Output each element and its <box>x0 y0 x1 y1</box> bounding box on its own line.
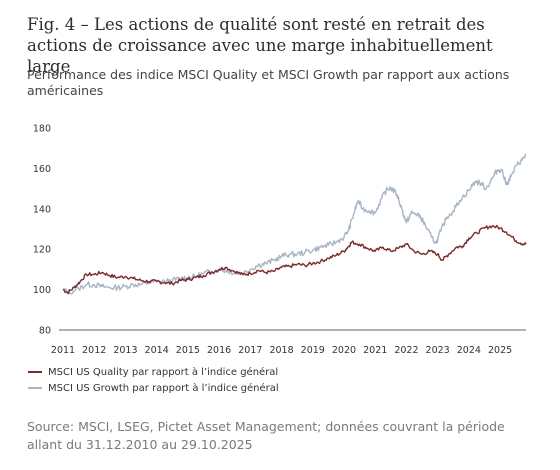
series-line-quality <box>62 224 527 295</box>
legend-label-quality: MSCI US Quality par rapport à l’indice g… <box>48 366 279 378</box>
series-line-growth <box>62 153 527 295</box>
chart-title: Fig. 4 – Les actions de qualité sont res… <box>27 15 493 76</box>
y-tick-label: 120 <box>33 245 51 256</box>
y-tick-label: 140 <box>33 204 51 215</box>
x-tick-label: 2011 <box>51 345 75 356</box>
series-layer <box>62 153 527 295</box>
legend-swatch-quality <box>28 371 42 373</box>
x-tick-label: 2015 <box>176 345 200 356</box>
x-tick-label: 2023 <box>426 345 450 356</box>
x-tick-label: 2024 <box>457 345 481 356</box>
x-axis-ticks: 2011 2012 2013 2014 2015 2016 2017 2018 2019 2020… <box>51 345 512 356</box>
legend-item-growth: MSCI US Growth par rapport à l’indice gé… <box>28 380 279 396</box>
legend-item-quality: MSCI US Quality par rapport à l’indice g… <box>28 364 279 380</box>
x-tick-label: 2013 <box>113 345 137 356</box>
x-tick-label: 2014 <box>145 345 169 356</box>
x-tick-label: 2021 <box>363 345 387 356</box>
x-tick-label: 2016 <box>207 345 231 356</box>
y-axis-ticks: 80 100 120 140 160 180 <box>33 124 51 337</box>
x-tick-label: 2017 <box>238 345 262 356</box>
legend-label-growth: MSCI US Growth par rapport à l’indice gé… <box>48 382 279 394</box>
x-tick-label: 2018 <box>269 345 293 356</box>
chart-subtitle: Performance des indice MSCI Quality et M… <box>27 67 510 98</box>
legend-swatch-growth <box>28 387 42 389</box>
x-tick-label: 2019 <box>301 345 325 356</box>
y-tick-label: 160 <box>33 164 51 175</box>
x-tick-label: 2012 <box>82 345 106 356</box>
legend: MSCI US Quality par rapport à l’indice g… <box>28 364 279 396</box>
source-note: Source: MSCI, LSEG, Pictet Asset Managem… <box>27 419 505 452</box>
y-tick-label: 100 <box>33 285 51 296</box>
x-tick-label: 2025 <box>488 345 512 356</box>
x-tick-label: 2020 <box>332 345 356 356</box>
y-tick-label: 80 <box>39 326 51 337</box>
y-tick-label: 180 <box>33 124 51 135</box>
x-tick-label: 2022 <box>394 345 418 356</box>
